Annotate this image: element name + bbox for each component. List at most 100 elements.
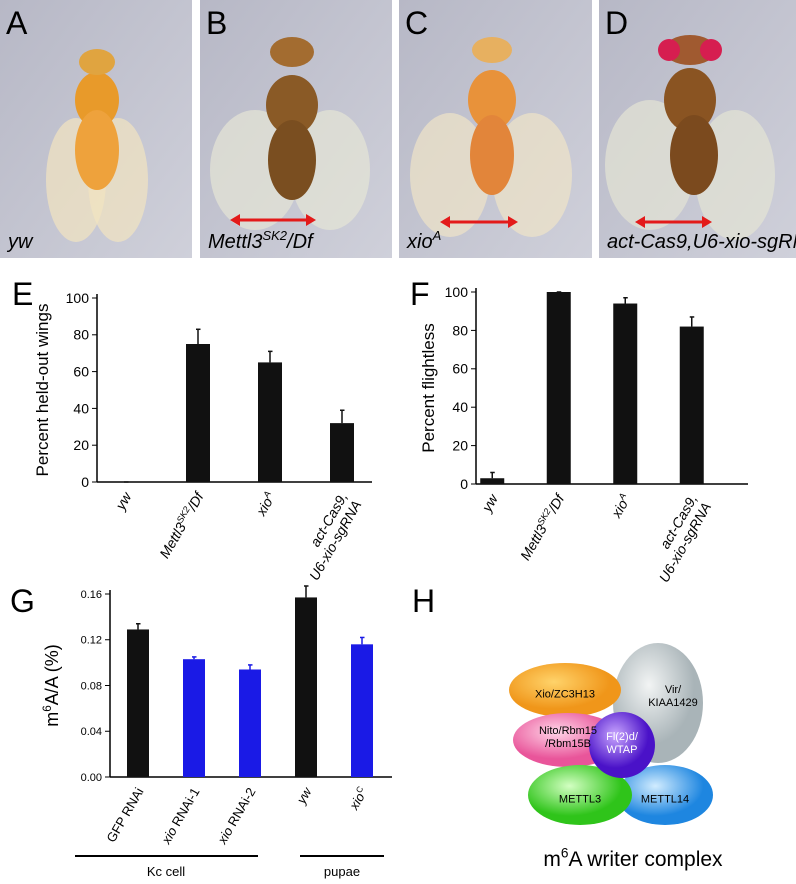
y-axis-title: Percent flightless bbox=[419, 323, 438, 452]
x-tick-label: xio RNAi-2 bbox=[214, 785, 259, 847]
y-tick-label: 20 bbox=[73, 437, 89, 453]
group-label: Kc cell bbox=[147, 864, 185, 879]
text-run: Percent held-out wings bbox=[33, 304, 52, 477]
text-run: Mettl3 bbox=[156, 520, 189, 561]
y-tick-label: 80 bbox=[73, 327, 89, 343]
bar bbox=[351, 644, 373, 777]
bar bbox=[613, 303, 638, 484]
x-tick-label: yw bbox=[293, 784, 315, 808]
y-axis-title: Percent held-out wings bbox=[33, 304, 52, 477]
text-run: Mettl3 bbox=[208, 231, 262, 253]
x-tick-label: xioA bbox=[252, 489, 279, 519]
node-label: METTL14 bbox=[641, 794, 689, 806]
panel-letter: G bbox=[10, 583, 35, 619]
x-tick-text: Mettl3SK2/Df bbox=[516, 489, 568, 563]
y-tick-label: 40 bbox=[73, 400, 89, 416]
bar bbox=[679, 326, 704, 484]
photo bbox=[399, 0, 592, 258]
text-run: /Df bbox=[285, 231, 315, 253]
node-label: Xio/ZC3H13 bbox=[535, 689, 595, 701]
panel-letter: B bbox=[206, 5, 227, 41]
x-tick-text: xioC bbox=[345, 784, 371, 813]
y-axis-title: m6A/A (%) bbox=[41, 644, 62, 727]
bar bbox=[546, 292, 571, 484]
y-axis-label: Percent held-out wings bbox=[33, 304, 52, 477]
x-tick-label: act-Cas9,U6-xio-sgRNA bbox=[306, 490, 365, 583]
x-tick-text: xio RNAi-1 bbox=[158, 785, 203, 847]
y-tick-label: 0 bbox=[460, 476, 468, 492]
text-run: SK2 bbox=[262, 228, 287, 243]
diagram-caption: m6A writer complex bbox=[543, 846, 723, 871]
photo-caption: yw bbox=[6, 231, 34, 253]
x-tick-label: Mettl3SK2/Df bbox=[156, 487, 208, 561]
bar bbox=[186, 344, 210, 482]
chart: G 0.00 0.04 0.08 0.12 0.16 m6A/A (%) GFP RNAi xi… bbox=[10, 583, 392, 879]
text-run: yw bbox=[6, 231, 34, 253]
x-tick-label: xioC bbox=[345, 784, 371, 813]
y-axis-label: Percent flightless bbox=[419, 323, 438, 452]
text-run: Percent flightless bbox=[419, 323, 438, 452]
node-label: Vir/ bbox=[665, 684, 682, 696]
text-run: xio bbox=[406, 231, 433, 253]
x-tick-text: GFP RNAi bbox=[103, 785, 146, 845]
y-tick-label: 0.12 bbox=[81, 635, 102, 647]
x-tick-label: yw bbox=[112, 489, 135, 513]
text-run: A bbox=[261, 489, 273, 500]
text-run: A bbox=[432, 228, 442, 243]
photo-caption: act-Cas9,U6-xio-sgRNA bbox=[607, 231, 796, 253]
text-run: xio bbox=[607, 497, 630, 522]
y-tick-label: 0.16 bbox=[81, 589, 102, 601]
x-tick-label: xio RNAi-1 bbox=[158, 785, 203, 847]
x-tick-text: xio RNAi-2 bbox=[214, 785, 259, 847]
photo bbox=[200, 0, 392, 258]
x-tick-text: Mettl3SK2/Df bbox=[156, 487, 208, 561]
node-label: METTL3 bbox=[559, 794, 601, 806]
panel-letter: F bbox=[410, 276, 430, 312]
photo bbox=[599, 0, 796, 258]
bar bbox=[258, 362, 282, 482]
y-tick-label: 0.00 bbox=[81, 772, 102, 784]
text-run: A writer complex bbox=[569, 848, 724, 871]
text-run: yw bbox=[478, 491, 501, 515]
complex-diagram: H Vir/KIAA1429 Xio/ZC3H13 Nito/Rbm15/Rbm15B… bbox=[412, 583, 723, 871]
y-tick-label: 100 bbox=[66, 290, 90, 306]
photo-caption: xioA bbox=[406, 228, 441, 253]
x-tick-text: xioA bbox=[607, 491, 634, 521]
x-tick-text: yw bbox=[112, 489, 135, 513]
text-run: act-Cas9,U6-xio-sgRNA bbox=[607, 231, 796, 253]
text-run: RNAi-1 bbox=[167, 785, 203, 832]
y-tick-label: 60 bbox=[452, 361, 468, 377]
text-run: 6 bbox=[561, 846, 569, 861]
text-run: RNAi-2 bbox=[223, 785, 259, 832]
y-tick-label: 0.04 bbox=[81, 726, 102, 738]
y-tick-label: 20 bbox=[452, 438, 468, 454]
text-run: m bbox=[543, 848, 561, 871]
node-label: Nito/Rbm15 bbox=[539, 725, 597, 737]
y-axis-label: m6A/A (%) bbox=[41, 644, 62, 727]
text-run: A/A (%) bbox=[42, 644, 62, 705]
chart: E 0 20 40 60 80 100 Percent held-out wings yw Met… bbox=[12, 276, 372, 583]
bar bbox=[330, 423, 354, 482]
text-run: xio bbox=[252, 495, 275, 520]
x-tick-text: xioA bbox=[252, 489, 279, 519]
x-tick-text: yw bbox=[293, 784, 315, 808]
text-run: yw bbox=[112, 489, 135, 513]
group-label: pupae bbox=[324, 864, 360, 879]
node-label: /Rbm15B bbox=[545, 738, 591, 750]
text-run: A bbox=[616, 491, 628, 502]
panel-letter: A bbox=[6, 5, 28, 41]
photo-caption: Mettl3SK2/Df bbox=[208, 228, 315, 253]
chart: F 0 20 40 60 80 100 Percent flightless yw Mettl3S… bbox=[410, 276, 748, 585]
x-tick-label: yw bbox=[478, 491, 501, 515]
x-tick-label: act-Cas9,U6-xio-sgRNA bbox=[656, 492, 715, 585]
bar bbox=[295, 597, 317, 777]
bar bbox=[127, 629, 149, 777]
x-tick-text: yw bbox=[478, 491, 501, 515]
y-tick-label: 100 bbox=[445, 284, 469, 300]
node-label: WTAP bbox=[607, 744, 638, 756]
x-tick-label: xioA bbox=[607, 491, 634, 521]
text-run: Mettl3 bbox=[517, 522, 550, 563]
y-tick-label: 60 bbox=[73, 364, 89, 380]
text-run: 6 bbox=[41, 705, 54, 712]
photo bbox=[0, 0, 192, 258]
